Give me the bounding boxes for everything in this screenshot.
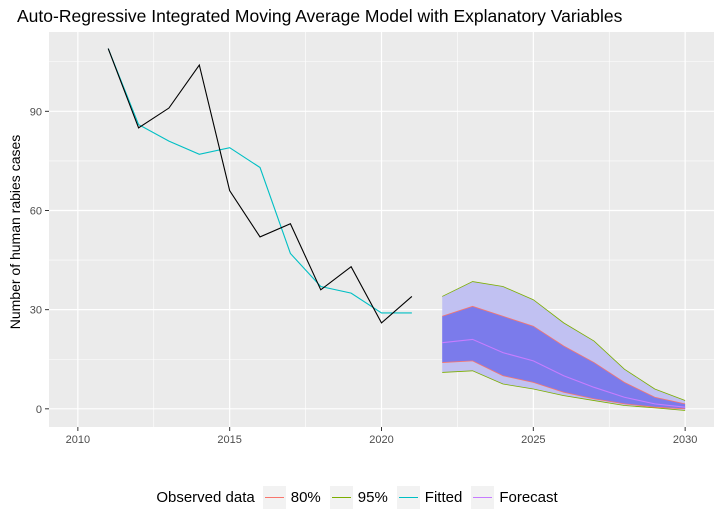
legend-item-80: 80% xyxy=(262,485,321,509)
band-80 xyxy=(442,306,686,409)
legend-key-fitted xyxy=(396,485,420,509)
y-tick-label: 30 xyxy=(30,305,42,317)
series-line-observed-data xyxy=(107,48,413,324)
legend-item-forecast: Forecast xyxy=(471,485,558,509)
band-upper-80 xyxy=(442,305,686,405)
legend-key-forecast xyxy=(471,485,495,509)
legend-key-95 xyxy=(329,485,353,509)
x-tick-label: 2020 xyxy=(369,434,393,446)
x-tick-label: 2030 xyxy=(673,434,697,446)
series-line-fitted xyxy=(107,48,412,314)
legend-title: Observed data xyxy=(156,488,255,506)
legend: Observed data 80% 95% Fitted Forecast xyxy=(0,484,723,510)
y-axis-title: Number of human rabies cases xyxy=(7,135,23,330)
legend-key-80 xyxy=(262,485,286,509)
legend-label-fitted: Fitted xyxy=(424,488,463,506)
band-upper-95 xyxy=(442,281,686,401)
legend-item-fitted: Fitted xyxy=(396,485,463,509)
legend-item-95: 95% xyxy=(329,485,388,509)
series-line-forecast xyxy=(442,338,686,408)
x-tick-label: 2025 xyxy=(521,434,545,446)
y-tick-label: 0 xyxy=(36,404,42,416)
band-lower-80 xyxy=(442,360,686,410)
x-tick-label: 2015 xyxy=(217,434,241,446)
x-tick-label: 2010 xyxy=(66,434,90,446)
legend-label-95: 95% xyxy=(357,488,388,506)
legend-label-forecast: Forecast xyxy=(499,488,558,506)
chart-title: Auto-Regressive Integrated Moving Averag… xyxy=(17,6,623,26)
legend-label-80: 80% xyxy=(290,488,321,506)
band-lower-95 xyxy=(442,370,686,411)
y-tick-label: 60 xyxy=(30,205,42,217)
y-tick-label: 90 xyxy=(30,106,42,118)
